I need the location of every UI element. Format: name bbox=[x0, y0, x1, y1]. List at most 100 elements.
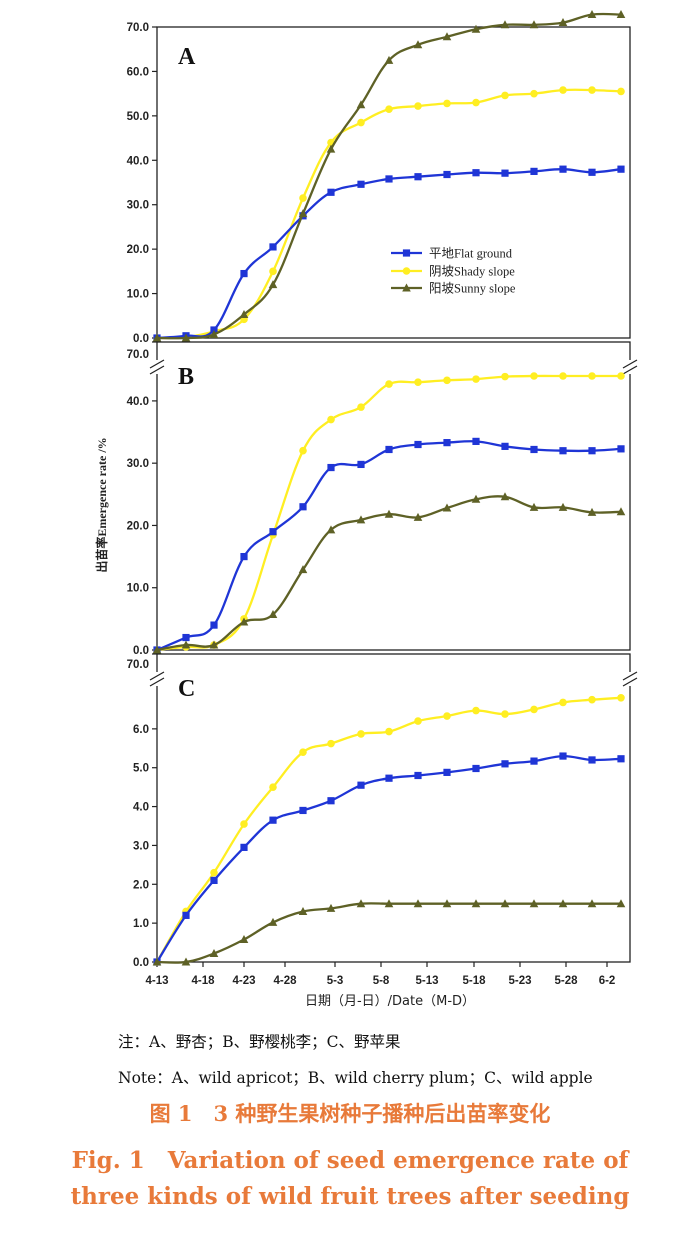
data-point bbox=[413, 40, 423, 49]
data-point bbox=[413, 512, 423, 521]
data-point bbox=[616, 899, 626, 908]
data-point bbox=[530, 89, 538, 98]
data-point bbox=[357, 781, 365, 789]
data-point bbox=[413, 899, 423, 908]
data-point bbox=[384, 899, 394, 908]
y-tick-label: 6.0 bbox=[133, 724, 149, 736]
series-shady-slope bbox=[153, 693, 625, 966]
series-line-shady-slope bbox=[156, 696, 622, 963]
data-point bbox=[588, 447, 596, 455]
data-point bbox=[385, 175, 393, 183]
data-point bbox=[268, 917, 278, 926]
data-point bbox=[414, 173, 422, 181]
data-point bbox=[559, 86, 567, 94]
data-point bbox=[472, 375, 480, 383]
series-line-shady-slope bbox=[156, 374, 621, 652]
data-point bbox=[530, 167, 538, 175]
y-tick-label: 30.0 bbox=[127, 200, 149, 212]
data-point bbox=[616, 10, 626, 19]
data-point bbox=[182, 911, 190, 919]
data-point bbox=[530, 445, 538, 454]
y-tick-label: 50.0 bbox=[127, 111, 149, 123]
data-point bbox=[181, 333, 191, 342]
data-point bbox=[617, 372, 625, 380]
data-point bbox=[414, 771, 422, 780]
panel-label: C bbox=[178, 676, 195, 702]
data-point bbox=[357, 180, 365, 188]
axis-break-mark bbox=[149, 677, 165, 687]
data-point bbox=[327, 463, 335, 472]
y-break-label: 70.0 bbox=[127, 349, 149, 361]
series-flat-ground bbox=[153, 165, 625, 342]
axis-break-mark bbox=[622, 677, 638, 687]
axis-break-gap bbox=[149, 360, 165, 374]
y-tick-label: 3.0 bbox=[133, 840, 149, 852]
data-point bbox=[501, 169, 509, 177]
data-point bbox=[414, 378, 422, 387]
data-point bbox=[326, 144, 336, 153]
axis-break-gap bbox=[622, 360, 638, 374]
data-point bbox=[617, 445, 625, 453]
data-point bbox=[500, 20, 510, 29]
x-tick-label: 5-13 bbox=[415, 975, 438, 987]
series-line-flat-ground bbox=[156, 168, 622, 340]
note-chinese: 注：A、野杏；B、野樱桃李；C、野苹果 bbox=[118, 1033, 401, 1051]
data-point bbox=[240, 269, 248, 278]
data-point bbox=[327, 797, 335, 805]
data-point bbox=[357, 403, 365, 411]
data-point bbox=[588, 756, 596, 764]
data-point bbox=[181, 957, 191, 966]
data-point bbox=[298, 906, 308, 915]
data-point bbox=[472, 764, 480, 773]
data-point bbox=[239, 617, 249, 626]
y-tick-label: 5.0 bbox=[133, 763, 149, 775]
legend: 平地Flat ground 阴坡Shady slope 阳坡Sunny slope bbox=[391, 247, 516, 296]
legend-entry-shady-slope: 阴坡Shady slope bbox=[429, 265, 515, 279]
y-break-label: 70.0 bbox=[127, 659, 149, 671]
data-point bbox=[298, 565, 308, 574]
data-point bbox=[472, 169, 480, 177]
axis-break-mark bbox=[622, 365, 638, 375]
data-point bbox=[357, 118, 365, 127]
x-tick-label: 4-18 bbox=[191, 975, 215, 987]
x-tick-label: 6-2 bbox=[599, 975, 616, 987]
data-point bbox=[414, 440, 422, 449]
data-point bbox=[210, 621, 218, 629]
data-point bbox=[588, 695, 596, 704]
data-point bbox=[472, 437, 480, 445]
data-point bbox=[529, 20, 539, 29]
data-point bbox=[500, 899, 510, 908]
y-tick-label: 20.0 bbox=[127, 244, 149, 256]
legend-marker bbox=[402, 267, 411, 275]
data-point bbox=[357, 730, 365, 738]
data-point bbox=[385, 105, 393, 113]
y-tick-label: 2.0 bbox=[133, 879, 149, 891]
data-point bbox=[443, 376, 451, 385]
panel-a: A 0.0 10.0 20.0 30.0 40.0 50.0 60.0 70.0 平地Flat g… bbox=[127, 10, 631, 345]
data-point bbox=[471, 899, 481, 908]
data-point bbox=[617, 693, 625, 702]
data-point bbox=[558, 502, 568, 511]
data-point bbox=[239, 309, 249, 318]
y-tick-label: 30.0 bbox=[127, 458, 149, 470]
data-point bbox=[616, 507, 626, 516]
legend-marker bbox=[402, 283, 411, 292]
data-point bbox=[443, 170, 451, 179]
caption-chinese: 图 1 3 种野生果树种子播种后出苗率变化 bbox=[149, 1101, 551, 1126]
panel-b: B 0.0 10.0 20.0 30.0 40.0 70.0 bbox=[127, 341, 638, 657]
x-tick-label: 4-13 bbox=[145, 975, 168, 987]
data-point bbox=[327, 739, 335, 748]
x-tick-label: 5-8 bbox=[373, 975, 390, 987]
axis-break-mark bbox=[149, 365, 165, 375]
data-point bbox=[385, 445, 393, 454]
series-sunny-slope bbox=[152, 492, 626, 654]
data-point bbox=[442, 32, 452, 41]
plot-frame bbox=[156, 26, 631, 339]
y-tick-label: 1.0 bbox=[133, 918, 149, 930]
caption-english-line1: Fig. 1 Variation of seed emergence rate … bbox=[71, 1147, 629, 1174]
data-point bbox=[559, 698, 567, 707]
data-point bbox=[443, 99, 451, 108]
x-tick-label: 5-3 bbox=[327, 975, 344, 987]
data-point bbox=[443, 712, 451, 720]
data-point bbox=[268, 610, 278, 619]
